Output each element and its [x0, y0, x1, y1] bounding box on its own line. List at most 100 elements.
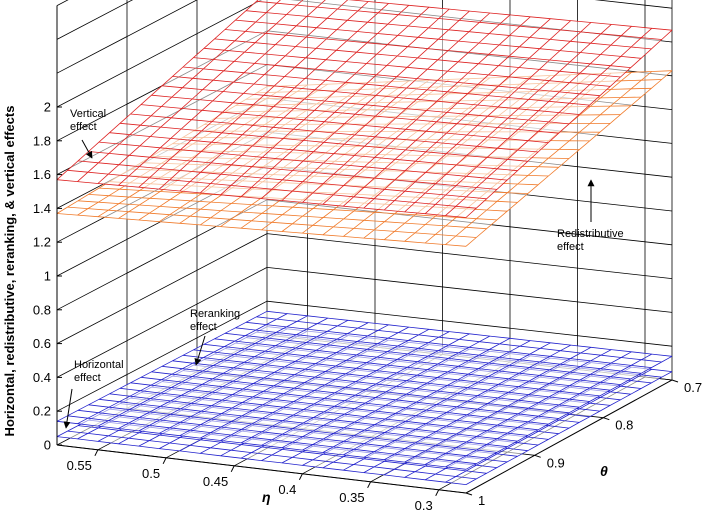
- back-grid-line: [594, 0, 673, 9]
- back-grid-line: [266, 233, 673, 279]
- surface-mesh-line: [256, 316, 662, 363]
- surface-mesh-line: [182, 66, 590, 106]
- surface-mesh-line: [214, 38, 621, 78]
- surface-mesh-line: [161, 365, 570, 414]
- theta-tick-mark: [671, 379, 679, 383]
- surface-mesh-line: [98, 398, 508, 448]
- side-grid-line: [56, 0, 263, 108]
- z-tick-label: 0.4: [33, 370, 51, 385]
- surface-mesh-line: [67, 206, 477, 238]
- eta-tick-label: 0.3: [415, 498, 433, 513]
- surface-mesh-line: [98, 141, 508, 181]
- theta-tick-label: 0.9: [547, 455, 565, 470]
- annotation-label: Redistributive: [557, 228, 624, 240]
- z-tick-label: 0.6: [33, 336, 51, 351]
- surface-mesh-line: [266, 310, 673, 357]
- surface-mesh-line: [245, 10, 652, 50]
- z-tick-label: 0: [44, 438, 51, 453]
- eta-tick-label: 0.5: [142, 466, 160, 481]
- eta-axis-label: η: [262, 489, 271, 505]
- annotation-label: effect: [190, 321, 217, 333]
- eta-tick-mark: [367, 481, 372, 489]
- surface-mesh-line: [203, 47, 611, 87]
- surface-mesh-line: [256, 0, 662, 40]
- side-grid-line: [56, 0, 134, 40]
- surface-mesh-line: [77, 160, 487, 200]
- surface-mesh-line: [56, 179, 467, 218]
- surface-mesh-line: [224, 29, 631, 68]
- z-tick-label: 0.2: [33, 404, 51, 419]
- annotation-arrow: [81, 139, 93, 159]
- annotation-arrow: [194, 335, 206, 366]
- surface-mesh-line: [151, 371, 559, 419]
- eta-tick-label: 0.45: [203, 474, 228, 489]
- surface-mesh-line: [182, 354, 590, 402]
- side-grid-line: [56, 0, 69, 6]
- annotation-label: effect: [74, 372, 101, 384]
- eta-tick-mark: [435, 489, 440, 497]
- surface-mesh-line: [77, 200, 487, 230]
- surface-mesh-line: [88, 194, 497, 221]
- annotation-label: Vertical: [70, 108, 106, 120]
- z-tick-label: 1.2: [33, 235, 51, 250]
- annotation-label: Reranking: [190, 308, 240, 320]
- eta-tick-mark: [94, 449, 99, 457]
- theta-tick-label: 0.7: [684, 380, 702, 395]
- side-grid-line: [56, 233, 268, 344]
- theta-tick-mark: [603, 417, 610, 421]
- surface-mesh-line: [67, 430, 477, 480]
- surface-mesh-line: [172, 76, 580, 115]
- surface-mesh-line: [151, 94, 559, 134]
- surface-reranking-effect: [56, 310, 673, 470]
- annotation-label: effect: [70, 121, 97, 133]
- side-grid-line: [56, 267, 268, 378]
- surface-mesh-line: [172, 360, 580, 408]
- eta-tick-label: 0.35: [339, 490, 364, 505]
- side-grid-line: [56, 0, 198, 74]
- eta-tick-mark: [230, 465, 235, 473]
- surface-vertical-effect: [56, 0, 673, 218]
- surface-mesh-line: [347, 0, 673, 31]
- surface-mesh-line: [77, 409, 487, 459]
- theta-tick-label: 1: [478, 493, 485, 508]
- eta-tick-label: 0.4: [278, 482, 296, 497]
- surface-mesh-line: [77, 425, 487, 474]
- z-tick-label: 1: [44, 269, 51, 284]
- surface-mesh-line: [214, 338, 621, 385]
- surface-mesh-line: [130, 382, 539, 431]
- eta-tick-mark: [162, 457, 167, 465]
- surface-mesh-line: [109, 393, 518, 442]
- surface-mesh-line: [119, 122, 528, 162]
- z-tick-label: 1.4: [33, 201, 51, 216]
- surface-mesh-line: [193, 57, 600, 97]
- theta-axis-label: θ: [600, 463, 608, 479]
- theta-tick-mark: [534, 454, 541, 458]
- surface-mesh-line: [140, 104, 549, 143]
- surface-mesh-line: [67, 415, 477, 465]
- surface-mesh-line: [130, 113, 539, 153]
- surface-mesh-line: [235, 19, 642, 59]
- z-tick-label: 0.8: [33, 302, 51, 317]
- surface-mesh-line: [56, 436, 467, 485]
- surface-mesh-line: [119, 387, 528, 436]
- surface-mesh-line: [235, 327, 642, 374]
- annotations-group: VerticaleffectRedistributiveeffectRerank…: [63, 108, 624, 429]
- surface-mesh-line: [88, 404, 497, 453]
- surface-mesh-line: [193, 349, 600, 397]
- surface-mesh-line: [224, 332, 631, 380]
- axes-group: 0 0.2 0.4 0.6 0.8 1 1.2 1.4 1.6 1.8 2 0.55 0.5 0.45 0.…: [33, 100, 702, 513]
- theta-tick-label: 0.8: [615, 418, 633, 433]
- theta-tick-mark: [465, 492, 473, 496]
- eta-tick-label: 0.55: [67, 458, 92, 473]
- annotation-label: Horizontal: [74, 359, 124, 371]
- surface-mesh-line: [88, 151, 497, 190]
- surface-mesh-line: [140, 376, 549, 425]
- side-grid-line: [56, 300, 268, 412]
- surface-mesh-line: [56, 420, 467, 470]
- annotation-label: effect: [557, 241, 584, 253]
